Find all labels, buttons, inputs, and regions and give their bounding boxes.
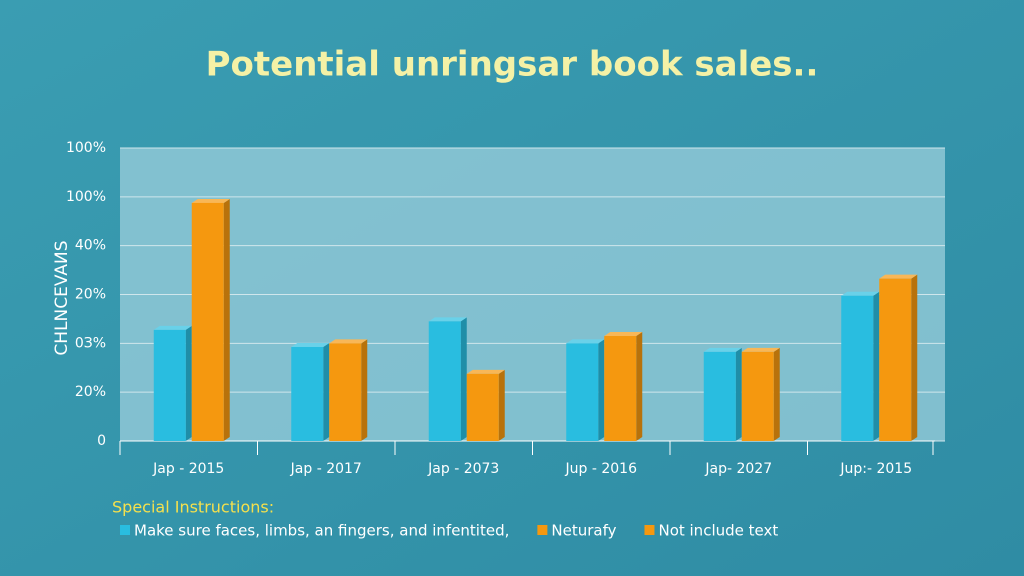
bar-side	[735, 347, 742, 441]
bar-top	[428, 317, 467, 322]
y-tick-label: 0	[97, 433, 106, 449]
bar	[329, 343, 362, 441]
legend-swatch	[644, 525, 655, 535]
bar-side	[460, 317, 467, 441]
bar	[841, 295, 874, 441]
bar	[466, 373, 499, 441]
bar	[703, 351, 736, 441]
x-tick-label: Jap - 2017	[290, 461, 362, 477]
bar-side	[361, 339, 368, 441]
bar	[879, 278, 912, 441]
y-tick-label: 40%	[75, 238, 106, 254]
legend-title: Special Instructions:	[112, 498, 274, 517]
y-axis-label: CHLNCEVAИS	[52, 240, 72, 355]
bar-side	[323, 342, 330, 441]
bar-side	[223, 198, 230, 441]
legend-swatch	[120, 525, 130, 535]
bar-side	[498, 369, 505, 441]
x-tick-label: Jup:- 2015	[839, 461, 912, 477]
bar	[153, 329, 186, 441]
bar	[428, 321, 461, 441]
bar-side	[636, 332, 643, 441]
y-tick-label: 20%	[75, 287, 106, 303]
bar-top	[153, 325, 192, 330]
bar	[291, 346, 324, 441]
legend-swatch	[537, 525, 548, 535]
bar	[741, 351, 774, 441]
bar-top	[566, 339, 605, 344]
bar-top	[604, 332, 643, 337]
bar-top	[879, 274, 918, 279]
bar-top	[703, 347, 742, 352]
legend-label: Neturafy	[551, 522, 616, 540]
y-tick-label: 100%	[66, 140, 106, 156]
bar	[566, 343, 599, 441]
bar-side	[598, 339, 605, 441]
bar-top	[841, 291, 880, 296]
x-tick-label: Jap- 2027	[704, 461, 772, 477]
legend-label: Not include text	[658, 522, 778, 540]
y-tick-label: 0З%	[75, 335, 106, 351]
x-tick-label: Jup - 2016	[565, 461, 638, 477]
y-tick-label: 100%	[66, 189, 106, 205]
chart-title: Potential unringsar book sales..	[206, 45, 819, 85]
bar-top	[741, 347, 780, 352]
bar-top	[466, 369, 505, 374]
x-tick-label: Jap - 2073	[427, 461, 499, 477]
y-tick-label: 20%	[75, 384, 106, 400]
bar	[191, 202, 224, 441]
bar-side	[873, 291, 880, 441]
legend-label: Make sure faces, limbs, an fingers, and …	[134, 522, 509, 540]
x-tick-label: Jap - 2015	[152, 461, 224, 477]
bar	[604, 336, 637, 441]
bar-side	[185, 325, 192, 441]
bar-top	[329, 339, 368, 344]
bar-side	[911, 274, 918, 441]
bar-top	[191, 198, 230, 203]
bar-top	[291, 342, 330, 347]
bar-side	[773, 347, 780, 441]
